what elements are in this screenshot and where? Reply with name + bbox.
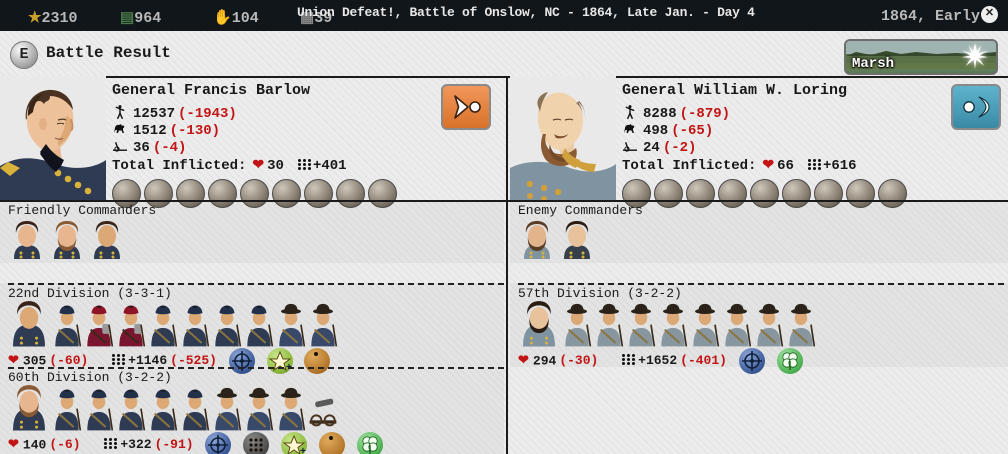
svg-text:+: + — [300, 447, 306, 454]
